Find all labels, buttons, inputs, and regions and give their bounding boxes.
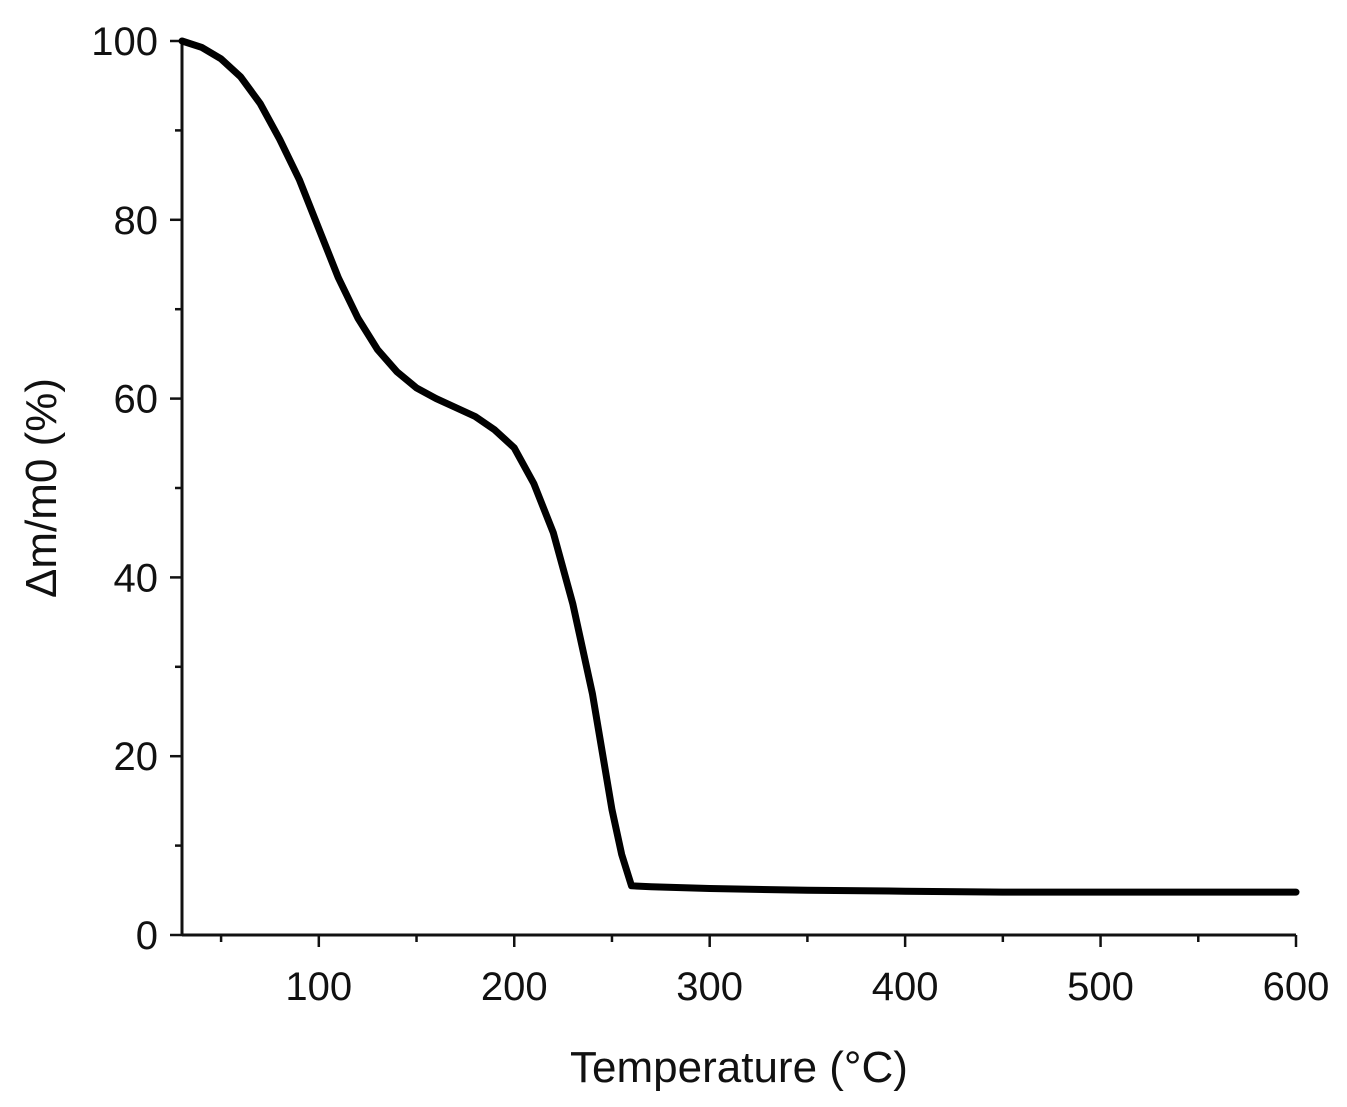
y-tick-label: 60: [114, 378, 159, 422]
ticks-group: [170, 39, 1298, 947]
series-line-mass-loss: [178, 37, 1300, 896]
x-tick-label: 600: [1263, 965, 1330, 1009]
y-tick-label: 0: [136, 914, 158, 958]
x-tick-label: 100: [285, 965, 352, 1009]
x-tick-label: 500: [1067, 965, 1134, 1009]
x-tick-label: 400: [872, 965, 939, 1009]
tick-labels-group: 100 200 300 400 500 600 0 20 40 60 80 100: [91, 20, 1329, 1009]
y-tick-label: 80: [114, 199, 159, 243]
y-tick-label: 20: [114, 735, 159, 779]
x-tick-label: 200: [481, 965, 548, 1009]
y-tick-label: 40: [114, 556, 159, 600]
x-tick-label: 300: [676, 965, 743, 1009]
x-axis-title: Temperature (°C): [570, 1043, 908, 1092]
y-tick-label: 100: [91, 20, 158, 64]
y-axis-title: Δm/m0 (%): [17, 378, 66, 598]
